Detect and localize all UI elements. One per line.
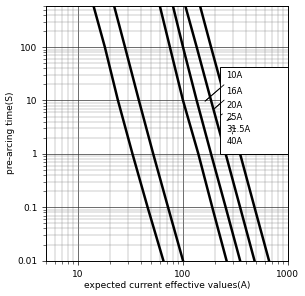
Text: 20A: 20A xyxy=(221,101,242,115)
Text: 16A: 16A xyxy=(214,86,243,109)
Text: 40A: 40A xyxy=(226,133,242,146)
Text: 10A: 10A xyxy=(205,71,242,101)
Text: 25A: 25A xyxy=(226,113,242,122)
FancyBboxPatch shape xyxy=(220,67,289,154)
Text: 16A: 16A xyxy=(214,86,243,109)
Text: 40A: 40A xyxy=(226,133,242,146)
Text: 25A: 25A xyxy=(226,113,242,122)
X-axis label: expected current effective values(A): expected current effective values(A) xyxy=(84,281,250,290)
Text: 31.5A: 31.5A xyxy=(226,125,251,134)
Text: 20A: 20A xyxy=(221,101,242,115)
Text: 31.5A: 31.5A xyxy=(226,125,251,134)
Text: 10A: 10A xyxy=(205,71,242,101)
Y-axis label: pre-arcing time(S): pre-arcing time(S) xyxy=(5,92,15,174)
